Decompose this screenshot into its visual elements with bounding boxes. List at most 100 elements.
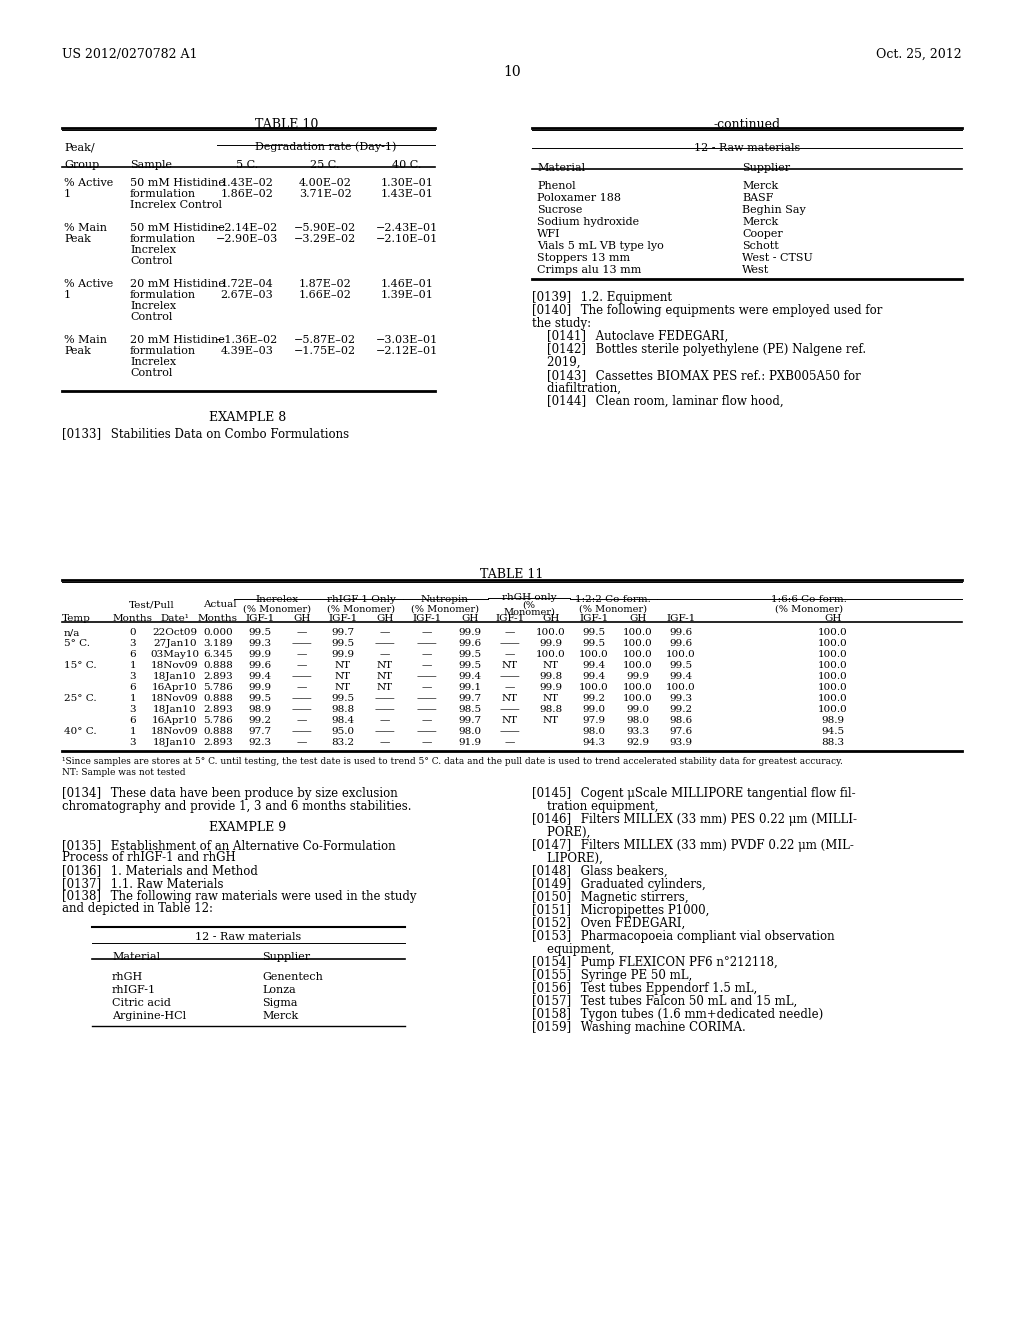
Text: 27Jan10: 27Jan10: [154, 639, 197, 648]
Text: 1: 1: [130, 694, 136, 704]
Text: 97.7: 97.7: [249, 727, 271, 737]
Text: rhGH: rhGH: [112, 972, 143, 982]
Text: 100.0: 100.0: [580, 649, 609, 659]
Text: ——: ——: [292, 639, 312, 648]
Text: −2.43E–01: −2.43E–01: [376, 223, 438, 234]
Text: Cooper: Cooper: [742, 228, 782, 239]
Text: 03May10: 03May10: [151, 649, 200, 659]
Text: % Active: % Active: [63, 279, 114, 289]
Text: Control: Control: [130, 368, 172, 378]
Text: Process of rhIGF-1 and rhGH: Process of rhIGF-1 and rhGH: [62, 851, 236, 865]
Text: Genentech: Genentech: [262, 972, 323, 982]
Text: ——: ——: [375, 694, 395, 704]
Text: Monomer): Monomer): [503, 609, 555, 616]
Text: Increlex Control: Increlex Control: [130, 201, 222, 210]
Text: 5.786: 5.786: [203, 715, 232, 725]
Text: Citric acid: Citric acid: [112, 998, 171, 1008]
Text: 2.893: 2.893: [203, 738, 232, 747]
Text: 12 - Raw materials: 12 - Raw materials: [195, 932, 301, 942]
Text: 99.3: 99.3: [670, 694, 692, 704]
Text: 99.1: 99.1: [459, 682, 481, 692]
Text: [0150]  Magnetic stirrers,: [0150] Magnetic stirrers,: [532, 891, 688, 904]
Text: 1:2:2 Co-form.: 1:2:2 Co-form.: [575, 595, 651, 605]
Text: 99.5: 99.5: [459, 661, 481, 671]
Text: -continued: -continued: [714, 117, 780, 131]
Text: 98.9: 98.9: [249, 705, 271, 714]
Text: —: —: [297, 661, 307, 671]
Text: [0138]  The following raw materials were used in the study: [0138] The following raw materials were …: [62, 890, 417, 903]
Text: —: —: [422, 661, 432, 671]
Text: 4.39E–03: 4.39E–03: [220, 346, 273, 356]
Text: Arginine-HCl: Arginine-HCl: [112, 1011, 186, 1020]
Text: 0.000: 0.000: [203, 628, 232, 638]
Text: 92.9: 92.9: [627, 738, 649, 747]
Text: 91.9: 91.9: [459, 738, 481, 747]
Text: Date¹: Date¹: [161, 614, 189, 623]
Text: —: —: [422, 649, 432, 659]
Text: 98.0: 98.0: [459, 727, 481, 737]
Text: 99.9: 99.9: [540, 639, 562, 648]
Text: —: —: [380, 628, 390, 638]
Text: 99.4: 99.4: [583, 661, 605, 671]
Text: 98.0: 98.0: [583, 727, 605, 737]
Text: ——: ——: [417, 639, 437, 648]
Text: Actual: Actual: [203, 601, 237, 609]
Text: 97.6: 97.6: [670, 727, 692, 737]
Text: IGF-1: IGF-1: [580, 614, 608, 623]
Text: 99.4: 99.4: [249, 672, 271, 681]
Text: 100.0: 100.0: [818, 672, 848, 681]
Text: 20 mM Histidine: 20 mM Histidine: [130, 279, 225, 289]
Text: 3.71E–02: 3.71E–02: [299, 189, 351, 199]
Text: tration equipment,: tration equipment,: [532, 800, 658, 813]
Text: 1.87E–02: 1.87E–02: [299, 279, 351, 289]
Text: 1.72E–04: 1.72E–04: [220, 279, 273, 289]
Text: ——: ——: [417, 727, 437, 737]
Text: —: —: [505, 649, 515, 659]
Text: —: —: [380, 715, 390, 725]
Text: [0152]  Oven FEDEGARI,: [0152] Oven FEDEGARI,: [532, 917, 685, 931]
Text: 1.43E–02: 1.43E–02: [220, 178, 273, 187]
Text: NT: NT: [502, 661, 518, 671]
Text: Degradation rate (Day-1): Degradation rate (Day-1): [255, 141, 396, 152]
Text: —: —: [422, 738, 432, 747]
Text: [0133]  Stabilities Data on Combo Formulations: [0133] Stabilities Data on Combo Formula…: [62, 426, 349, 440]
Text: [0145]  Cogent μScale MILLIPORE tangential flow fil-: [0145] Cogent μScale MILLIPORE tangentia…: [532, 787, 856, 800]
Text: Sucrose: Sucrose: [537, 205, 583, 215]
Text: 98.9: 98.9: [821, 715, 845, 725]
Text: GH: GH: [543, 614, 560, 623]
Text: ——: ——: [417, 672, 437, 681]
Text: 50 mM Histidine: 50 mM Histidine: [130, 178, 225, 187]
Text: 99.9: 99.9: [540, 682, 562, 692]
Text: n/a: n/a: [63, 628, 80, 638]
Text: Merck: Merck: [262, 1011, 298, 1020]
Text: PORE),: PORE),: [532, 826, 591, 840]
Text: ¹Since samples are stores at 5° C. until testing, the test date is used to trend: ¹Since samples are stores at 5° C. until…: [62, 756, 843, 766]
Text: 99.9: 99.9: [249, 682, 271, 692]
Text: 1: 1: [63, 189, 71, 199]
Text: −2.12E–01: −2.12E–01: [376, 346, 438, 356]
Text: formulation: formulation: [130, 346, 197, 356]
Text: [0140]  The following equipments were employed used for: [0140] The following equipments were emp…: [532, 304, 883, 317]
Text: 99.5: 99.5: [583, 628, 605, 638]
Text: 18Nov09: 18Nov09: [152, 661, 199, 671]
Text: 1: 1: [130, 661, 136, 671]
Text: Peak: Peak: [63, 234, 91, 244]
Text: 99.0: 99.0: [627, 705, 649, 714]
Text: 92.3: 92.3: [249, 738, 271, 747]
Text: 99.9: 99.9: [332, 649, 354, 659]
Text: [0147]  Filters MILLEX (33 mm) PVDF 0.22 μm (MIL-: [0147] Filters MILLEX (33 mm) PVDF 0.22 …: [532, 840, 854, 851]
Text: (%: (%: [522, 601, 536, 610]
Text: 25° C.: 25° C.: [63, 694, 96, 704]
Text: NT: NT: [543, 694, 559, 704]
Text: 100.0: 100.0: [580, 682, 609, 692]
Text: 99.5: 99.5: [670, 661, 692, 671]
Text: 25 C.: 25 C.: [310, 160, 340, 170]
Text: 98.8: 98.8: [540, 705, 562, 714]
Text: Schott: Schott: [742, 242, 778, 251]
Text: Material: Material: [112, 952, 160, 962]
Text: −2.90E–03: −2.90E–03: [216, 234, 279, 244]
Text: 99.5: 99.5: [332, 639, 354, 648]
Text: 2019,: 2019,: [532, 356, 581, 370]
Text: 3.189: 3.189: [203, 639, 232, 648]
Text: Test/Pull: Test/Pull: [129, 601, 175, 609]
